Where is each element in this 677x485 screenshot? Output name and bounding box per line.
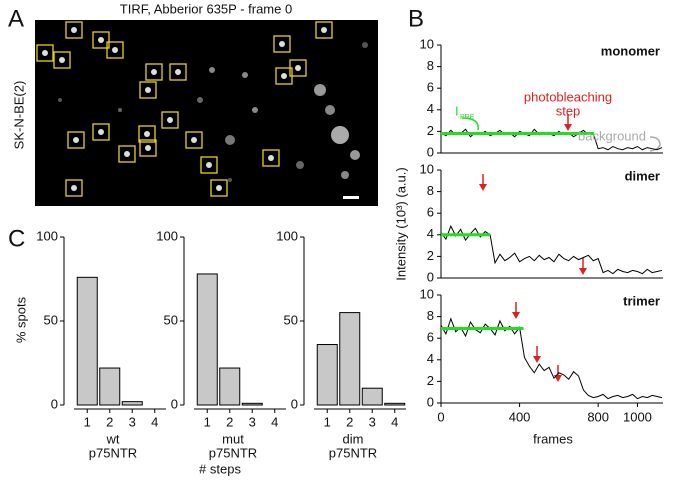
bar [121,401,143,406]
bar [241,402,263,406]
y-tick-label: 0 [51,396,58,411]
x-tick-label: 4 [391,414,398,429]
x-tick-label: 1 [324,414,331,429]
y-tick-label: 8 [427,308,434,323]
x-tick-label: 1000 [623,409,652,424]
microscopy-image [35,20,378,206]
level-label-sub: PRE [460,114,475,121]
level-arrow [461,117,479,131]
y-axis-label: % spots [13,296,28,343]
x-tick-label: 2 [346,414,353,429]
panel-label: C [8,225,25,252]
annotation: background [578,128,646,143]
panel-label: B [408,5,424,32]
y-axis-label: Intensity (10³) (a.u.) [393,167,408,280]
bar [361,387,383,406]
chart-title: dimer [625,168,660,183]
group-label: mut [222,431,244,446]
group-label: p75NTR [329,445,377,460]
y-tick-label: 4 [427,351,434,366]
x-tick-label: 1 [204,414,211,429]
bar [219,367,241,406]
y-tick-label: 50 [44,312,58,327]
x-axis-label: # steps [199,461,241,476]
group-label: p75NTR [89,445,137,460]
image-title: TIRF, Abberior 635P - frame 0 [120,1,292,16]
y-tick-label: 0 [291,396,298,411]
annotation: step [556,103,581,118]
annotation: photobleaching [524,89,612,104]
background-arrow [649,136,661,152]
bar [99,367,121,406]
y-tick-label: 10 [420,36,434,51]
chart-title: monomer [601,43,660,58]
chart-title: trimer [623,293,660,308]
x-axis-label: frames [533,431,573,446]
y-tick-label: 8 [427,58,434,73]
y-tick-label: 4 [427,101,434,116]
trace [440,317,663,400]
trace [440,224,663,275]
bar [339,312,361,406]
x-tick-label: 800 [587,409,609,424]
bar [316,344,338,406]
y-tick-label: 6 [427,205,434,220]
y-tick-label: 0 [427,269,434,284]
y-tick-label: 10 [420,286,434,301]
group-label: dim [343,431,364,446]
y-tick-label: 50 [284,312,298,327]
x-tick-label: 2 [106,414,113,429]
bar [76,276,98,406]
x-tick-label: 3 [249,414,256,429]
y-tick-label: 10 [420,161,434,176]
panel-label: A [8,5,24,32]
y-tick-label: 4 [427,226,434,241]
y-tick-label: 0 [427,144,434,159]
y-tick-label: 6 [427,330,434,345]
image-side-label: SK-N-BE(2) [11,81,26,150]
y-tick-label: 2 [427,123,434,138]
group-label: p75NTR [209,445,257,460]
y-tick-label: 50 [164,312,178,327]
x-tick-label: 4 [151,414,158,429]
y-tick-label: 100 [276,228,298,243]
x-tick-label: 0 [437,409,444,424]
y-tick-label: 2 [427,373,434,388]
group-label: wt [106,431,120,446]
y-tick-label: 100 [156,228,178,243]
bar [384,402,406,406]
x-tick-label: 1 [84,414,91,429]
arrows [479,114,587,382]
bar [196,273,218,406]
x-tick-label: 400 [509,409,531,424]
x-tick-label: 3 [129,414,136,429]
x-tick-label: 3 [369,414,376,429]
y-tick-label: 100 [36,228,58,243]
x-tick-label: 4 [271,414,278,429]
y-tick-label: 0 [427,394,434,409]
x-tick-label: 2 [226,414,233,429]
y-tick-label: 6 [427,80,434,95]
y-tick-label: 8 [427,183,434,198]
y-tick-label: 2 [427,248,434,263]
y-tick-label: 0 [171,396,178,411]
level-label: I [455,103,459,118]
